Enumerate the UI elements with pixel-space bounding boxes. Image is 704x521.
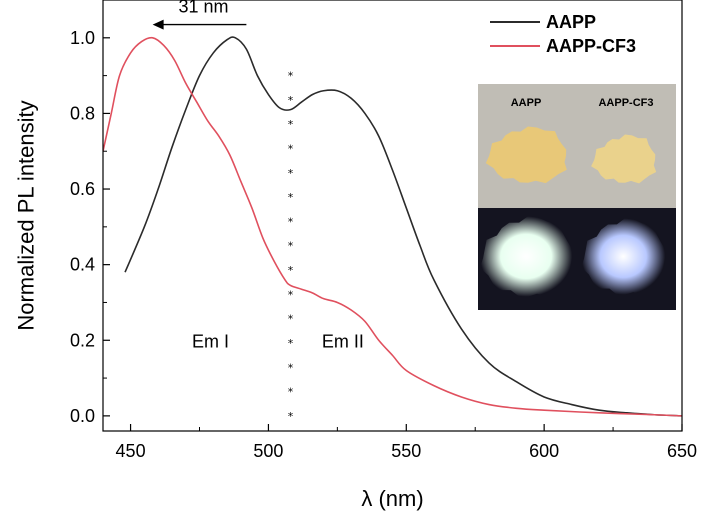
powder-aapp-cf3 (591, 134, 657, 184)
divider-star: * (288, 118, 294, 131)
powder-aapp (485, 126, 567, 184)
series-line-aapp-cf3 (103, 36, 682, 417)
plot-area: 31 nm * * * * * * * * * * * * * * * Em I Em II (103, 0, 682, 423)
divider-star: * (288, 288, 294, 301)
divider-star: * (288, 191, 294, 204)
divider-star: * (288, 143, 294, 156)
divider-star: * (288, 337, 294, 350)
divider-star: * (288, 240, 294, 253)
glow-aapp-cf3 (581, 218, 666, 295)
x-tick-label: 550 (391, 441, 421, 461)
y-tick-label: 0.6 (70, 179, 95, 199)
tick-layer: 450 500 550 600 650 0.0 0.2 0.4 0.6 0.8 1.0 (70, 0, 697, 461)
divider-star: * (288, 167, 294, 180)
em-i-label: Em I (192, 331, 229, 351)
divider-star: * (288, 264, 294, 277)
legend-label-aapp-cf3: AAPP-CF3 (546, 36, 636, 56)
inset-label-aapp-cf3: AAPP-CF3 (598, 97, 653, 109)
legend: AAPP AAPP-CF3 (490, 12, 636, 56)
shift-arrow-head (152, 19, 164, 30)
x-tick-label: 450 (116, 441, 146, 461)
legend-label-aapp: AAPP (546, 12, 596, 32)
divider-star: * (288, 94, 294, 107)
x-tick-label: 650 (667, 441, 697, 461)
y-tick-label: 1.0 (70, 28, 95, 48)
divider-star: * (288, 313, 294, 326)
divider-star: * (288, 70, 294, 83)
em-ii-label: Em II (322, 331, 364, 351)
shift-label: 31 nm (178, 0, 228, 17)
divider-star: * (288, 361, 294, 374)
divider-star: * (288, 215, 294, 228)
series-line-aapp (124, 36, 682, 417)
annotation-layer: 31 nm * * * * * * * * * * * * * * * Em I Em II (152, 0, 364, 423)
glow-aapp (480, 216, 573, 297)
divider-star: * (288, 386, 294, 399)
plot-frame (102, 0, 683, 432)
y-axis-title: Normalized PL intensity (14, 100, 39, 330)
y-tick-label: 0.4 (70, 255, 95, 275)
x-axis-title: λ (nm) (361, 486, 423, 511)
divider-star: * (288, 410, 294, 423)
series-layer (103, 36, 682, 417)
y-tick-label: 0.2 (70, 330, 95, 350)
sample-photo-inset: AAPP AAPP-CF3 (478, 84, 676, 310)
x-tick-label: 500 (253, 441, 283, 461)
inset-label-aapp: AAPP (511, 97, 542, 109)
y-tick-label: 0.8 (70, 103, 95, 123)
y-tick-label: 0.0 (70, 406, 95, 426)
x-tick-label: 600 (529, 441, 559, 461)
